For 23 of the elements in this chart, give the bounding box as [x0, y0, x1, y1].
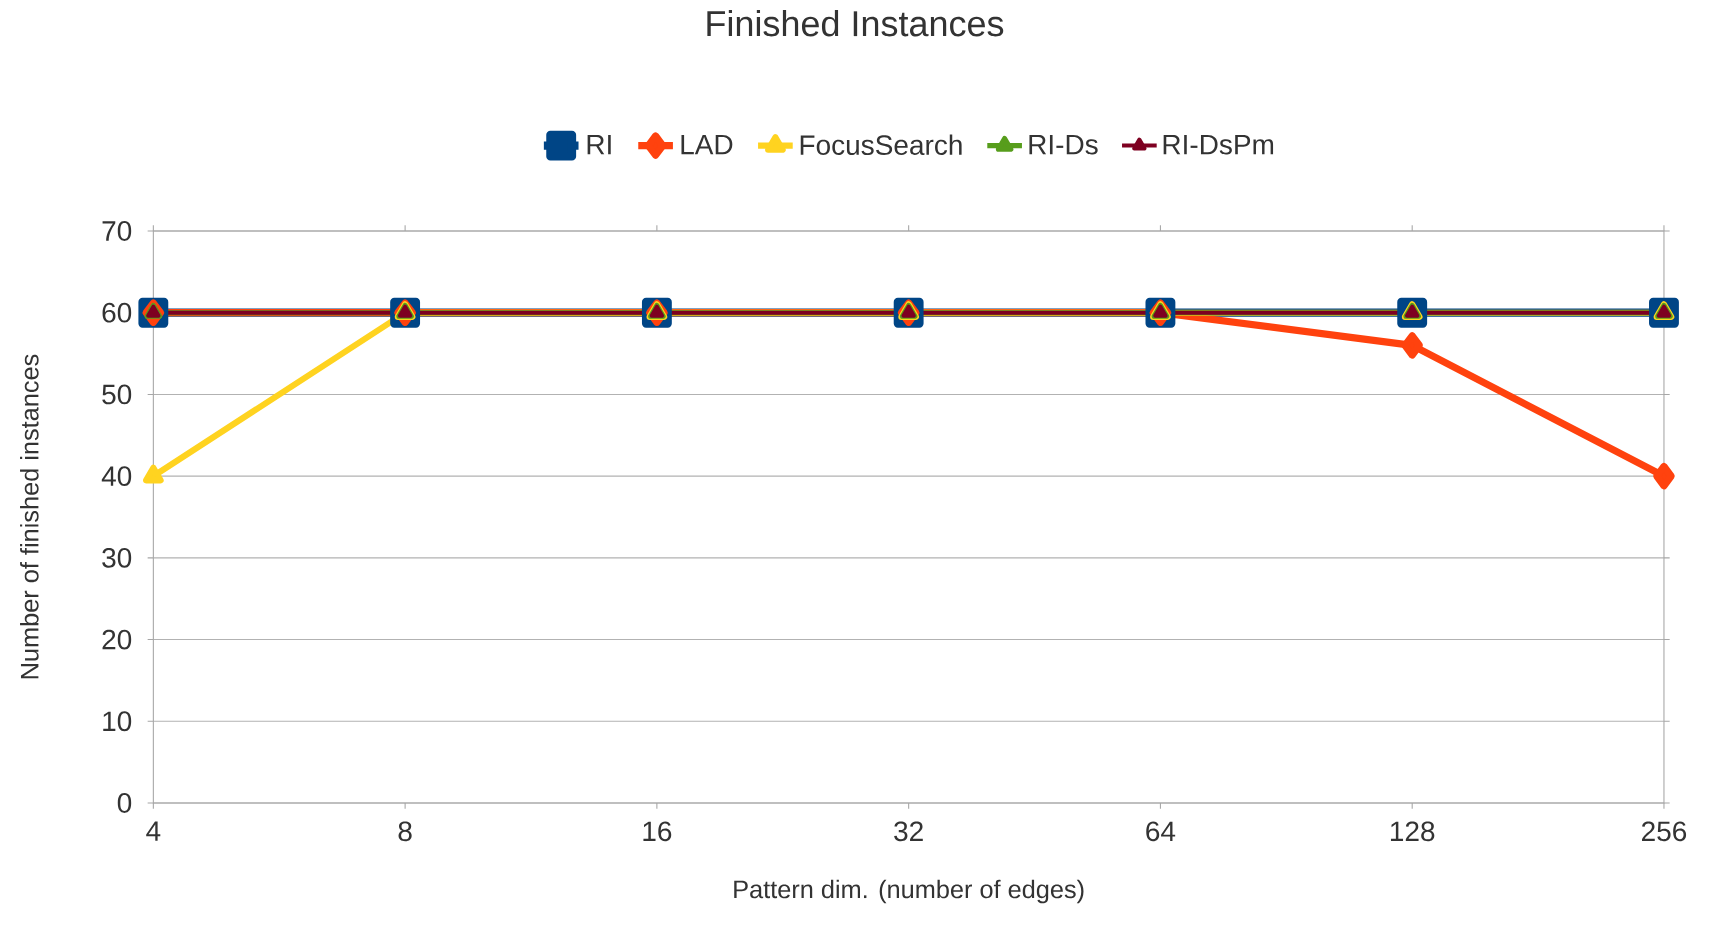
x-tick-label: 4 [146, 821, 161, 841]
legend-label: RI-DsPm [1163, 134, 1274, 155]
x-axis-title: Pattern dim. (number of edges) [734, 879, 1084, 904]
x-tick-label: 64 [1146, 821, 1176, 842]
y-tick-label: 50 [102, 384, 132, 405]
y-tick-label: 20 [102, 629, 132, 650]
x-tick-label: 256 [1642, 821, 1687, 842]
legend-label: RI [587, 134, 611, 155]
y-axis-title: Number of finished instances [20, 354, 39, 679]
x-tick-label: 32 [894, 821, 923, 842]
y-tick-label: 60 [102, 302, 132, 323]
legend-label: FocusSearch [800, 134, 962, 156]
y-tick-label: 70 [102, 221, 132, 241]
x-tick-label: 8 [398, 821, 412, 842]
y-tick-label: 10 [103, 711, 132, 732]
x-tick-label: 128 [1390, 821, 1435, 842]
legend-label: RI-Ds [1029, 134, 1098, 155]
x-tick-label: 16 [643, 821, 672, 842]
legend-label: LAD [681, 134, 733, 155]
y-tick-label: 40 [101, 466, 132, 487]
y-tick-label: 30 [102, 547, 132, 568]
chart-title: Finished Instances [707, 10, 1004, 37]
y-tick-label: 0 [117, 793, 132, 813]
